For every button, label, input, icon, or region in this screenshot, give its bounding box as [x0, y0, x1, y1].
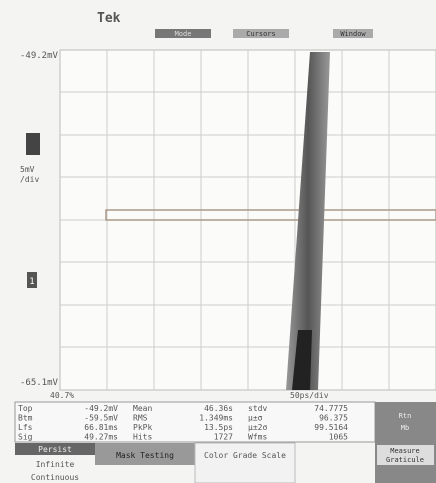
brand: Tek	[97, 11, 121, 26]
readout-value: -59.5mV	[84, 414, 118, 423]
readout-label: PkPk	[133, 423, 152, 432]
readout-value: 99.5164	[314, 423, 348, 432]
side-item[interactable]: Measure	[390, 447, 420, 455]
readout-label: RMS	[133, 414, 148, 423]
readout-label: Mean	[133, 404, 152, 413]
left-readout: 40.7%	[50, 391, 74, 400]
readout-value: 1.349ms	[199, 414, 233, 423]
readout-label: stdv	[248, 404, 267, 413]
readout-label: Sig	[18, 433, 33, 442]
readout-value: 66.81ms	[84, 423, 118, 432]
readout-label: μ±σ	[248, 414, 263, 423]
readout-value: 1727	[214, 433, 233, 442]
readout-label: Top	[18, 404, 33, 413]
window-label[interactable]: Window	[340, 30, 366, 38]
mode-label[interactable]: Mode	[175, 30, 192, 38]
persist-option[interactable]: Continuous	[31, 473, 79, 482]
timebase: 50ps/div	[290, 391, 329, 400]
scale: 5mV	[20, 165, 35, 174]
persist-option[interactable]: Infinite	[36, 460, 75, 469]
readout-value: -49.2mV	[84, 404, 118, 413]
color-label[interactable]: Color Grade Scale	[204, 451, 286, 460]
readout-label: Btm	[18, 414, 33, 423]
scope-display: Tek Mode Cursors Window -49.2mV 5mV /div…	[0, 0, 436, 483]
readout-value: 1065	[329, 433, 348, 442]
readout-value: 96.375	[319, 414, 348, 423]
marker: 1	[29, 277, 34, 287]
color-button[interactable]	[195, 443, 295, 483]
side-item[interactable]: Graticule	[386, 456, 424, 464]
scope-screen: Tek Mode Cursors Window -49.2mV 5mV /div…	[0, 0, 436, 483]
cursors-label[interactable]: Cursors	[246, 30, 276, 38]
bottom-level: -65.1mV	[20, 378, 59, 388]
channel-icon[interactable]	[26, 133, 40, 155]
side-item[interactable]: Rtn	[399, 412, 412, 420]
readout-label: μ±2σ	[248, 423, 267, 432]
readout-value: 74.7775	[314, 404, 348, 413]
readout-value: 49.27ms	[84, 433, 118, 442]
readout-label: Wfms	[248, 433, 267, 442]
top-level: -49.2mV	[20, 51, 59, 61]
readout-value: 13.5ps	[204, 423, 233, 432]
scale-unit: /div	[20, 175, 39, 184]
readout-value: 46.36s	[204, 404, 233, 413]
persist-label[interactable]: Persist	[38, 445, 72, 454]
mask-label[interactable]: Mask Testing	[116, 451, 174, 460]
side-item[interactable]: Mb	[401, 424, 409, 432]
readout-label: Lfs	[18, 423, 33, 432]
readout-label: Hits	[133, 433, 152, 442]
